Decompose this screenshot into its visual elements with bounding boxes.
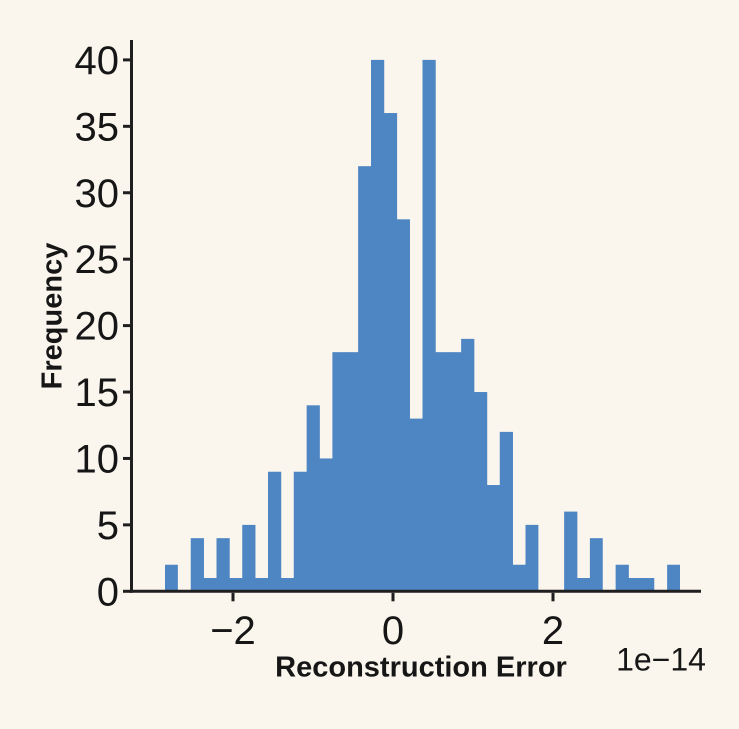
histogram-bar bbox=[667, 564, 681, 592]
histogram-bar bbox=[396, 219, 410, 592]
histogram-bar bbox=[190, 538, 204, 592]
histogram-bar bbox=[293, 471, 307, 592]
histogram-bar bbox=[268, 471, 282, 592]
histogram-bar bbox=[332, 352, 346, 592]
y-tick-label: 30 bbox=[75, 172, 120, 216]
histogram-bar bbox=[358, 166, 372, 592]
x-tick-label: 0 bbox=[382, 609, 404, 653]
x-axis-offset-label: 1e−14 bbox=[616, 641, 706, 678]
histogram-bar bbox=[448, 352, 462, 592]
y-tick-label: 20 bbox=[75, 305, 120, 349]
histogram-bar bbox=[255, 578, 269, 592]
histogram-bar bbox=[203, 578, 217, 592]
x-axis-label: Reconstruction Error bbox=[275, 651, 567, 684]
y-tick-label: 10 bbox=[75, 437, 120, 481]
y-tick-label: 35 bbox=[75, 105, 120, 149]
histogram-bar bbox=[525, 524, 539, 592]
y-tick-label: 40 bbox=[75, 39, 120, 83]
histogram-bar bbox=[499, 431, 513, 592]
histogram-bar bbox=[461, 338, 475, 592]
histogram-bar bbox=[165, 564, 178, 592]
histogram-bar bbox=[216, 538, 230, 592]
y-tick-label: 5 bbox=[97, 504, 119, 548]
y-tick-label: 0 bbox=[97, 570, 119, 614]
histogram-bar bbox=[474, 392, 488, 592]
histogram-bar bbox=[280, 578, 295, 592]
y-tick-label: 25 bbox=[75, 238, 120, 282]
histogram-bar bbox=[345, 352, 359, 592]
histogram-bar bbox=[564, 511, 578, 592]
histogram-bar bbox=[422, 59, 436, 592]
histogram-bar bbox=[628, 578, 642, 592]
histogram-bar bbox=[615, 564, 629, 592]
histogram-bar bbox=[409, 418, 423, 592]
histogram-bar bbox=[383, 113, 398, 592]
histogram-bar bbox=[641, 578, 655, 592]
y-tick-label: 15 bbox=[75, 371, 120, 415]
histogram-bar bbox=[306, 405, 320, 592]
histogram-bar bbox=[242, 524, 256, 592]
x-tick-label: −2 bbox=[210, 609, 256, 653]
x-tick-label: 2 bbox=[542, 609, 564, 653]
histogram-bar bbox=[512, 564, 526, 592]
y-axis-label: Frequency bbox=[36, 242, 69, 390]
histogram-bar bbox=[577, 578, 591, 592]
histogram-bar bbox=[589, 538, 603, 592]
histogram-bar bbox=[229, 578, 243, 592]
histogram-bar bbox=[371, 59, 385, 592]
histogram-bar bbox=[486, 485, 501, 592]
histogram-bar bbox=[319, 458, 333, 592]
histogram-bar bbox=[435, 352, 449, 592]
